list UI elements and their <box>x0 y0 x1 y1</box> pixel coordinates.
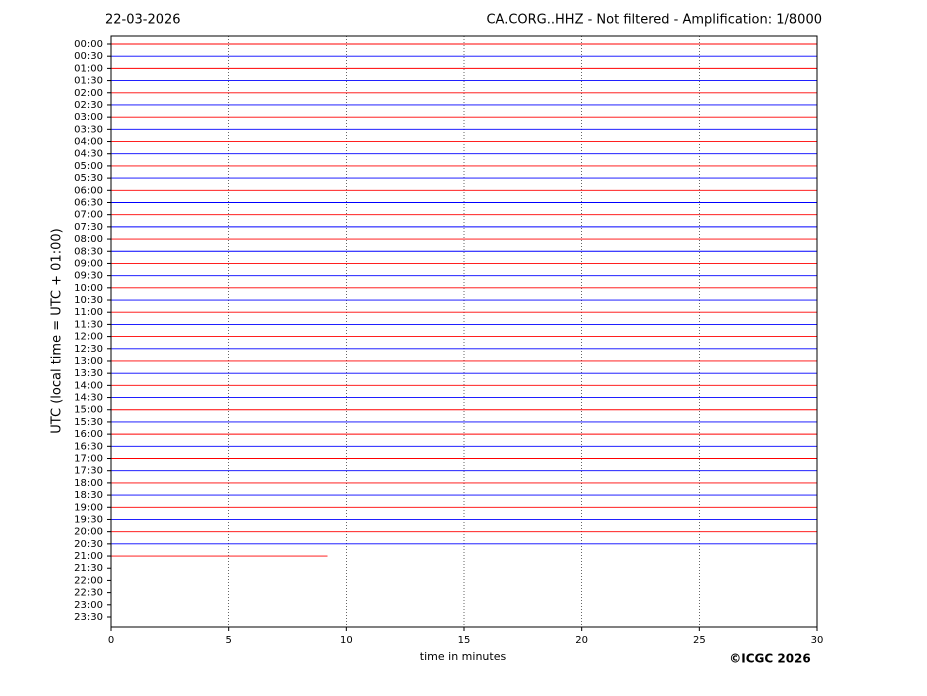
y-tick-label: 01:30 <box>74 76 103 87</box>
y-tick-label: 00:30 <box>74 51 103 62</box>
y-tick-label: 05:00 <box>74 161 103 172</box>
y-tick-label: 09:00 <box>74 258 103 269</box>
y-tick-label: 10:30 <box>74 295 103 306</box>
y-tick-label: 23:00 <box>74 600 103 611</box>
x-tick-label: 20 <box>575 635 588 646</box>
y-tick-label: 19:30 <box>74 514 103 525</box>
x-tick-label: 0 <box>108 635 114 646</box>
y-tick-label: 12:00 <box>74 332 103 343</box>
y-tick-label: 20:00 <box>74 527 103 538</box>
chart-title: CA.CORG..HHZ - Not filtered - Amplificat… <box>486 13 822 28</box>
y-tick-label: 22:00 <box>74 575 103 586</box>
y-tick-label: 21:30 <box>74 563 103 574</box>
y-axis-label: UTC (local time = UTC + 01:00) <box>50 228 65 433</box>
x-tick-label: 25 <box>693 635 706 646</box>
y-tick-label: 05:30 <box>74 173 103 184</box>
y-tick-label: 07:00 <box>74 210 103 221</box>
y-tick-label: 10:00 <box>74 283 103 294</box>
plot-area <box>110 36 818 627</box>
date: 22-03-2026 <box>105 13 181 28</box>
y-tick-label: 08:00 <box>74 234 103 245</box>
x-axis-label: time in minutes <box>420 650 507 663</box>
y-tick-label: 17:30 <box>74 466 103 477</box>
y-tick-label: 13:00 <box>74 356 103 367</box>
y-tick-label: 06:00 <box>74 185 103 196</box>
y-tick-label: 18:00 <box>74 478 103 489</box>
y-tick-label: 06:30 <box>74 197 103 208</box>
y-tick-label: 15:00 <box>74 405 103 416</box>
y-tick-label: 13:30 <box>74 368 103 379</box>
y-tick-label: 08:30 <box>74 246 103 257</box>
y-tick-label: 11:00 <box>74 307 103 318</box>
y-tick-label: 19:00 <box>74 502 103 513</box>
y-tick-label: 14:00 <box>74 380 103 391</box>
y-tick-label: 00:00 <box>74 39 103 50</box>
x-tick-label: 15 <box>458 635 471 646</box>
y-tick-label: 01:00 <box>74 63 103 74</box>
y-tick-label: 21:00 <box>74 551 103 562</box>
y-tick-label: 20:30 <box>74 539 103 550</box>
y-tick-label: 07:30 <box>74 222 103 233</box>
y-tick-label: 11:30 <box>74 319 103 330</box>
y-tick-label: 18:30 <box>74 490 103 501</box>
y-tick-label: 03:00 <box>74 112 103 123</box>
y-tick-label: 03:30 <box>74 124 103 135</box>
y-tick-label: 16:00 <box>74 429 103 440</box>
y-tick-label: 17:00 <box>74 454 103 465</box>
y-tick-label: 12:30 <box>74 344 103 355</box>
x-tick-label: 30 <box>811 635 824 646</box>
y-tick-label: 22:30 <box>74 588 103 599</box>
credit: ©ICGC 2026 <box>729 652 811 666</box>
y-tick-label: 23:30 <box>74 612 103 623</box>
y-tick-label: 14:30 <box>74 393 103 404</box>
y-tick-label: 04:30 <box>74 149 103 160</box>
x-tick-label: 5 <box>225 635 231 646</box>
y-tick-label: 09:30 <box>74 271 103 282</box>
y-tick-label: 02:00 <box>74 88 103 99</box>
y-tick-label: 16:30 <box>74 441 103 452</box>
x-tick-label: 10 <box>340 635 353 646</box>
y-tick-label: 15:30 <box>74 417 103 428</box>
y-tick-label: 04:00 <box>74 137 103 148</box>
y-tick-label: 02:30 <box>74 100 103 111</box>
